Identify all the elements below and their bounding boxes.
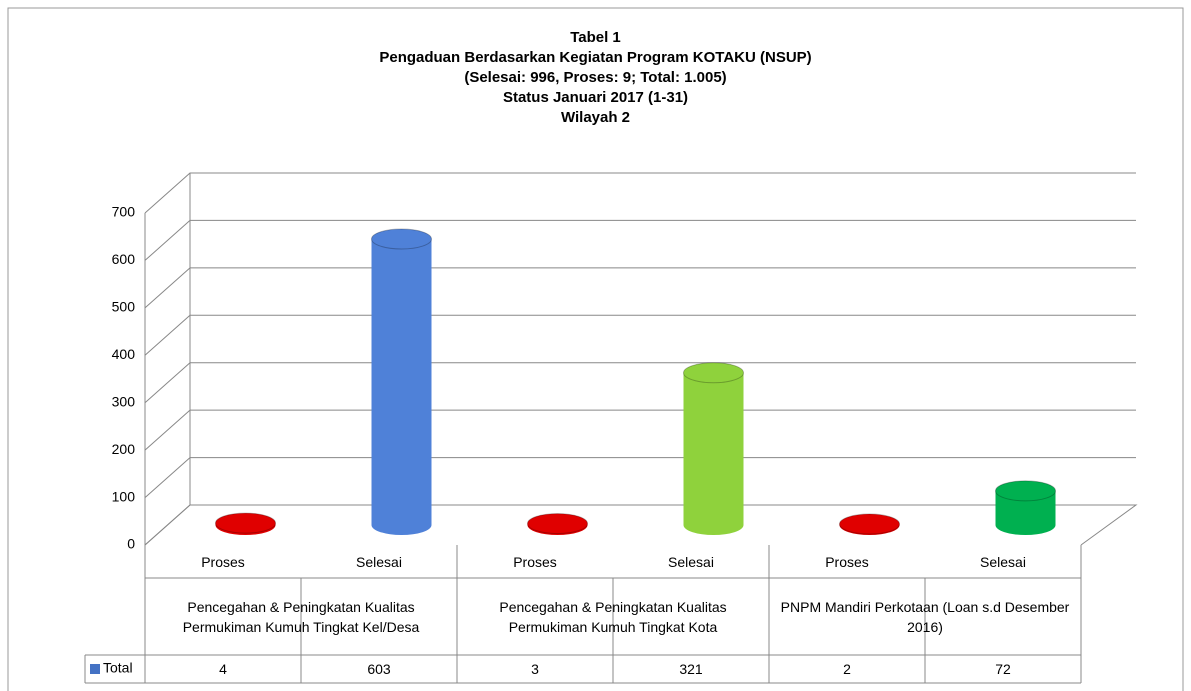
x-tick-label: Selesai — [668, 553, 714, 570]
x-tick-label: Proses — [201, 553, 245, 570]
grid-line — [144, 409, 1136, 451]
y-tick-label: 300 — [112, 393, 136, 409]
grid-line — [144, 457, 1136, 498]
grid-line — [144, 219, 1136, 261]
grid-line — [144, 362, 1136, 404]
grid-line — [144, 314, 1136, 356]
grid-line — [144, 267, 1136, 309]
title-line: Wilayah 2 — [560, 109, 631, 126]
table-value: 4 — [219, 661, 227, 677]
y-tick-label: 600 — [112, 251, 136, 267]
y-tick-label: 700 — [112, 204, 136, 220]
x-tick-label: Proses — [513, 553, 557, 570]
title-line: (Selesai: 996, Proses: 9; Total: 1.005) — [464, 69, 727, 86]
title-line: Status Januari 2017 (1-31) — [502, 89, 689, 106]
table-value: 2 — [843, 661, 851, 677]
y-tick-label: 200 — [112, 441, 136, 457]
legend-swatch — [90, 664, 100, 674]
bar-top — [839, 513, 900, 535]
grid-line — [144, 172, 1136, 214]
y-tick-label: 100 — [112, 488, 136, 504]
bar-top — [683, 362, 744, 384]
title-line: Pengaduan Berdasarkan Kegiatan Program K… — [379, 49, 812, 66]
bar — [683, 372, 744, 535]
x-tick-label: Selesai — [356, 553, 402, 570]
y-tick-label: 0 — [127, 536, 135, 552]
x-tick-label: Selesai — [980, 553, 1026, 570]
group-label: Pencegahan & Peningkatan Kualitas Permuk… — [182, 598, 420, 635]
table-value: 72 — [995, 661, 1011, 677]
bar-top — [995, 480, 1056, 502]
group-label: PNPM Mandiri Perkotaan (Loan s.d Desembe… — [780, 598, 1070, 635]
bar-top — [215, 512, 276, 534]
bar — [995, 490, 1056, 535]
x-tick-label: Proses — [825, 553, 869, 570]
title-line: Tabel 1 — [570, 29, 621, 46]
table-value: 321 — [679, 661, 703, 677]
y-tick-label: 500 — [112, 299, 136, 315]
bar — [371, 239, 432, 535]
bar-top — [527, 513, 588, 535]
table-value: 603 — [367, 661, 391, 677]
grid-line — [144, 504, 1136, 546]
group-label: Pencegahan & Peningkatan Kualitas Permuk… — [499, 598, 727, 635]
floor — [144, 504, 1138, 546]
legend-label: Total — [103, 660, 133, 676]
y-tick-label: 400 — [112, 346, 136, 362]
chart-border — [7, 7, 1184, 691]
bar-top — [371, 228, 432, 250]
table-value: 3 — [531, 661, 539, 677]
chart-title: Tabel 1 Pengaduan Berdasarkan Kegiatan Pr… — [0, 28, 1191, 128]
